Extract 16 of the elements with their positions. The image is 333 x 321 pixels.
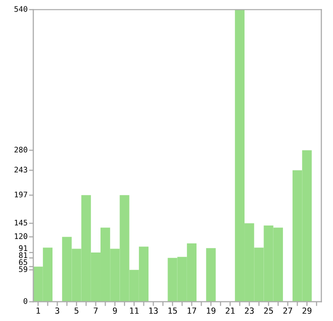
x-tick-label: 3	[55, 307, 60, 314]
x-tick-label: 9	[112, 307, 117, 314]
x-tick-label: 17	[188, 308, 196, 314]
x-tick-label: 27	[283, 307, 292, 314]
x-tick-label: 11	[130, 308, 139, 314]
x-tick-label: 19	[206, 307, 216, 314]
x-tick-label: 7	[94, 308, 98, 314]
x-tick-label: 25	[264, 307, 273, 314]
x-tick-label: 15	[168, 308, 177, 314]
x-tick-label: 29	[302, 307, 312, 314]
x-tick-label: 13	[149, 307, 158, 314]
x-tick-label: 21	[226, 307, 235, 314]
x-tick-label: 23	[244, 307, 254, 314]
x-tick-label: 5	[74, 308, 78, 314]
x-tick-label: 1	[36, 308, 40, 314]
bar	[206, 248, 216, 302]
